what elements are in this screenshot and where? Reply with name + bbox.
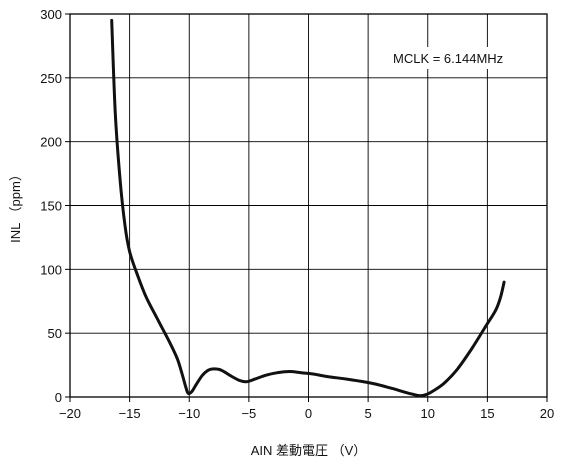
y-tick-label: 0: [55, 390, 62, 405]
x-tick-label: 5: [365, 406, 372, 421]
x-axis-title: AIN 差動電圧 （V）: [251, 443, 367, 458]
y-tick-label: 150: [40, 199, 62, 214]
x-tick-label: 15: [480, 406, 494, 421]
annotation-mclk: MCLK = 6.144MHz: [393, 51, 503, 66]
x-tick-label: 20: [540, 406, 554, 421]
x-axis-ticks: −20 −15 −10 −5 0 5 10 15 20: [59, 397, 554, 421]
chart-grid: [70, 14, 547, 397]
x-tick-label: −15: [119, 406, 141, 421]
y-axis-title: INL （ppm）: [8, 168, 23, 243]
x-tick-label: −10: [178, 406, 200, 421]
y-axis-ticks: 0 50 100 150 200 250 300: [40, 7, 70, 405]
annotation-box: [386, 47, 536, 69]
y-tick-label: 100: [40, 262, 62, 277]
y-tick-label: 250: [40, 71, 62, 86]
x-tick-label: 10: [421, 406, 435, 421]
x-tick-label: −5: [241, 406, 256, 421]
y-tick-label: 300: [40, 7, 62, 22]
x-tick-label: −20: [59, 406, 81, 421]
y-tick-label: 200: [40, 135, 62, 150]
y-tick-label: 50: [48, 326, 62, 341]
x-tick-label: 0: [305, 406, 312, 421]
inl-curve: [110, 18, 506, 398]
